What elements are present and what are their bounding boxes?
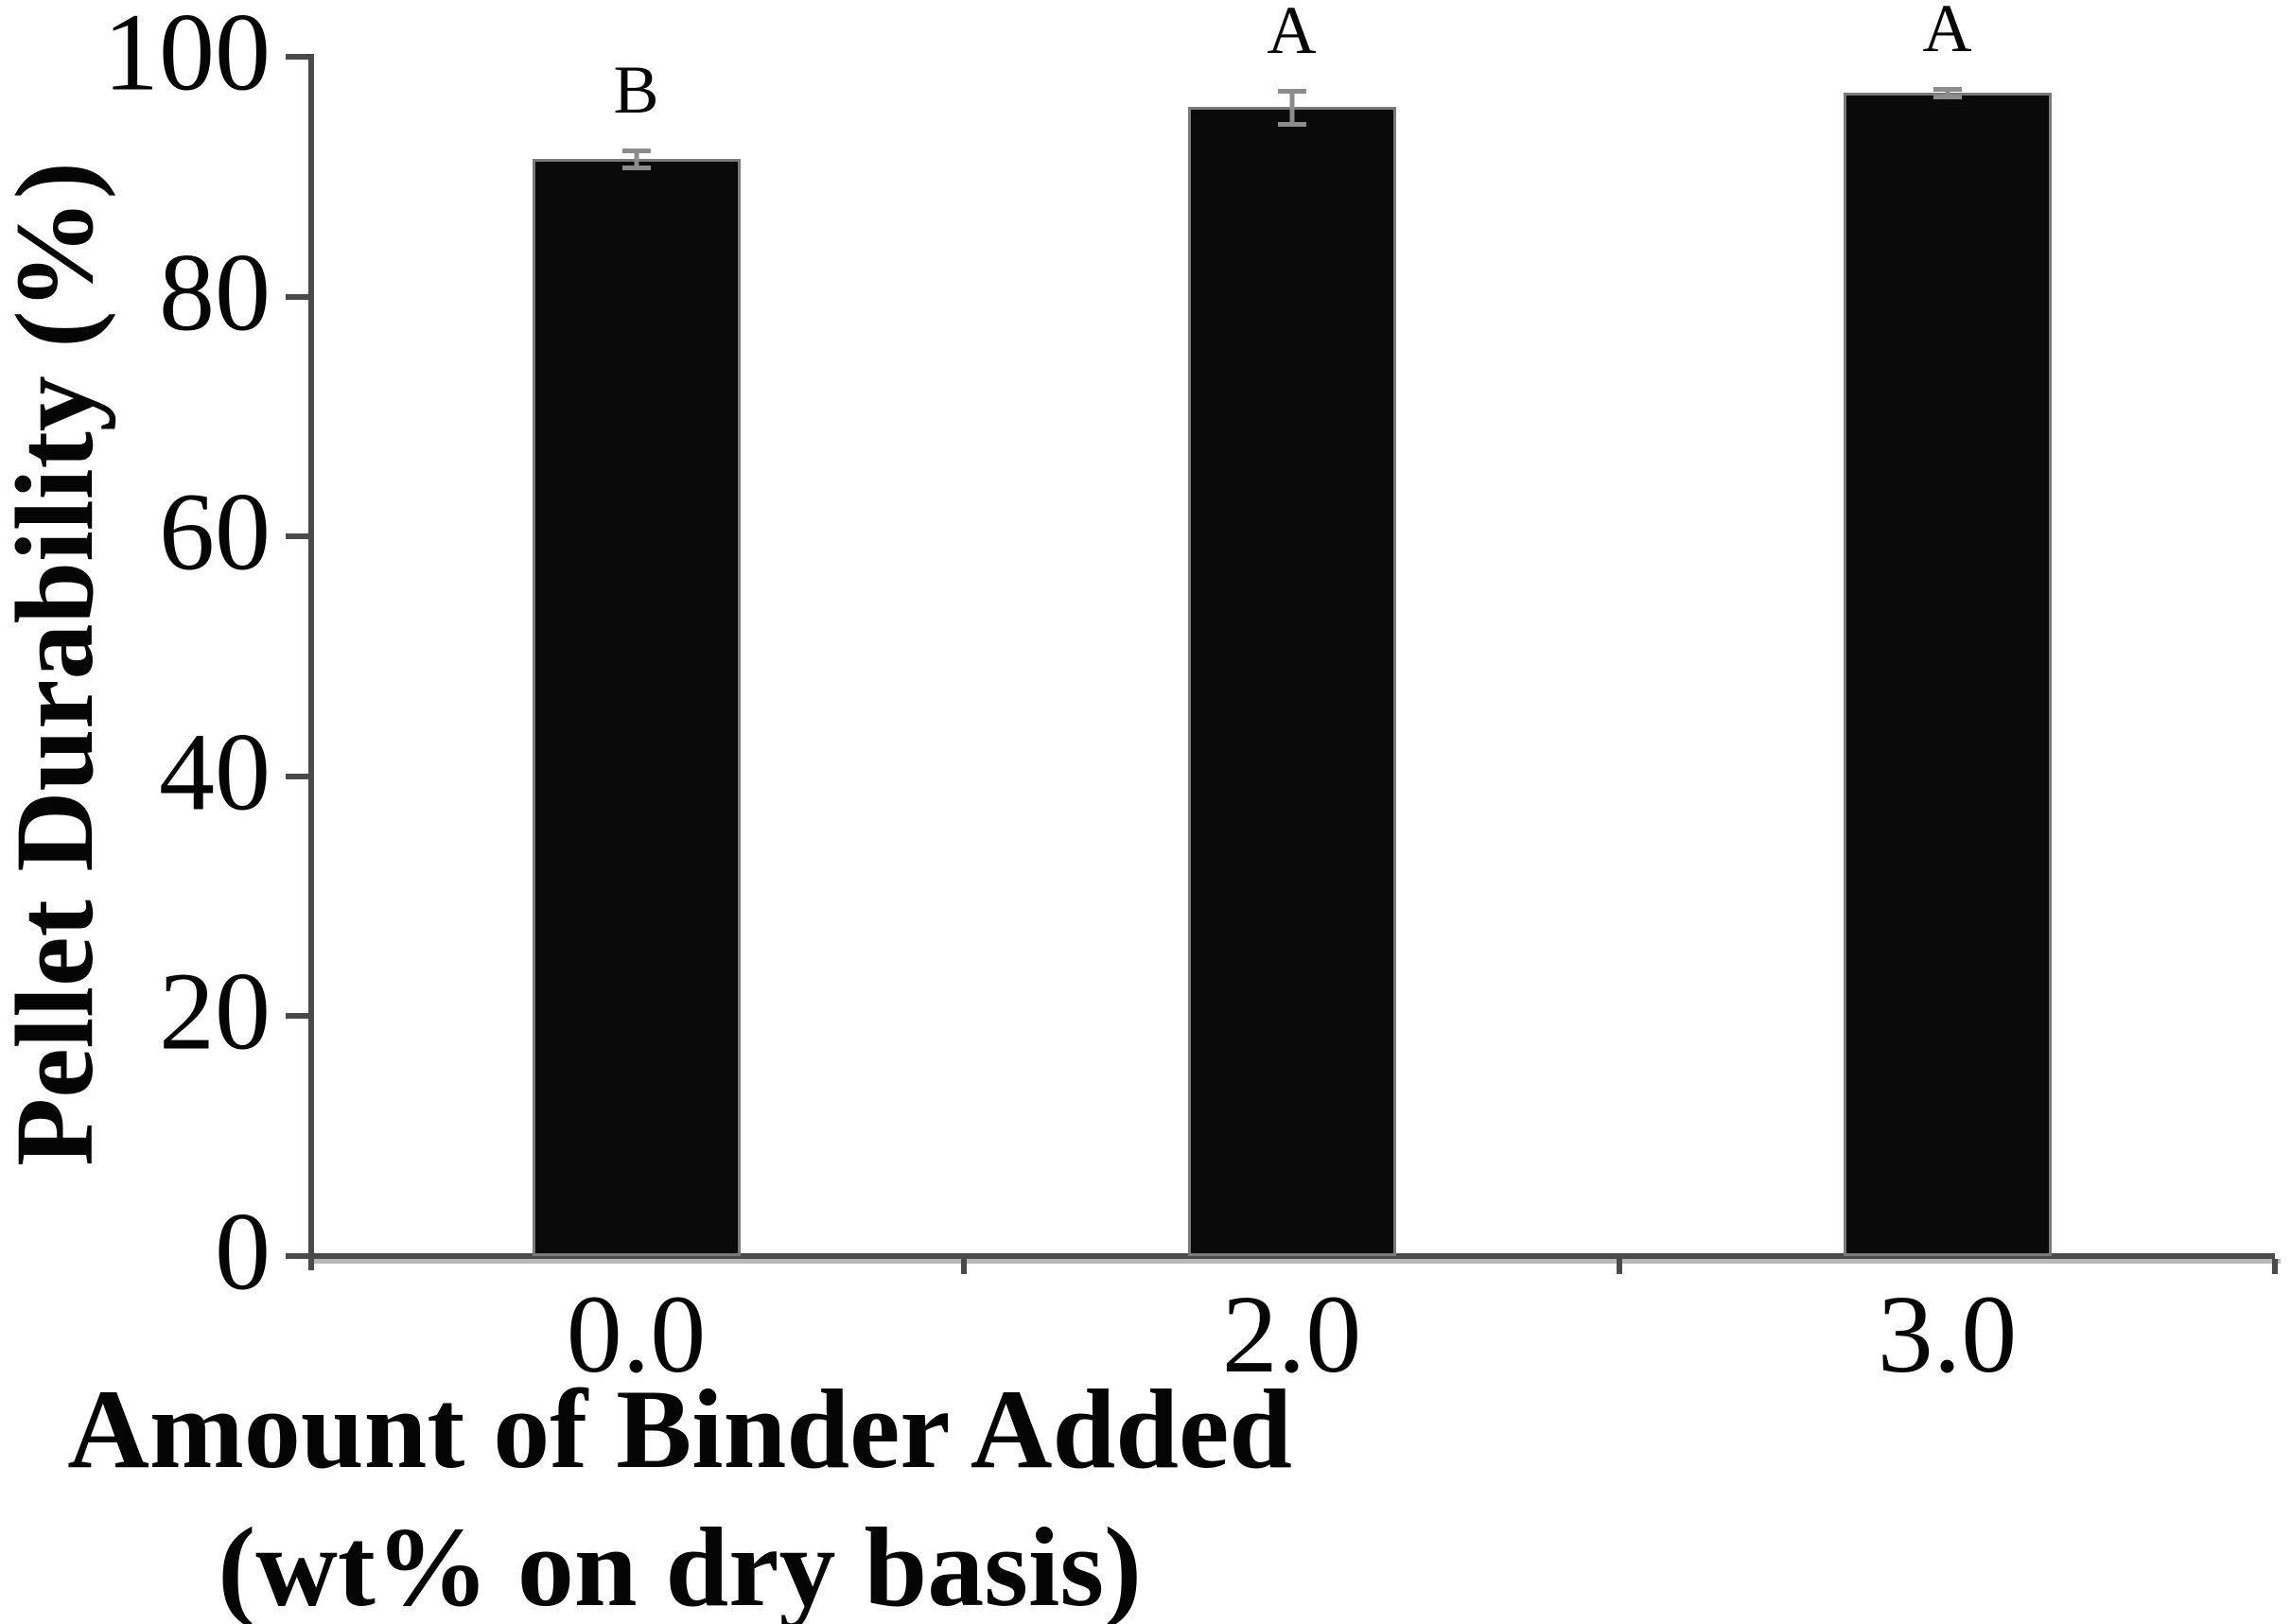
- y-tick-mark: [286, 54, 308, 60]
- significance-letter: A: [1267, 0, 1317, 68]
- x-category-label: 0.0: [566, 1272, 707, 1396]
- y-tick-mark: [286, 1253, 308, 1259]
- significance-letter: A: [1922, 0, 1972, 67]
- error-bar-cap: [1277, 122, 1306, 127]
- x-category-label: 2.0: [1221, 1272, 1362, 1396]
- y-tick-mark: [286, 533, 308, 540]
- y-tick-label: 20: [159, 949, 271, 1074]
- error-bar-cap: [621, 165, 651, 170]
- x-axis-title-line2: (wt% on dry basis): [218, 1504, 1142, 1624]
- error-bar-line: [1945, 89, 1950, 96]
- y-axis-line: [308, 54, 314, 1270]
- y-tick-label: 80: [159, 229, 271, 354]
- error-bar-cap: [1932, 94, 1962, 99]
- significance-letter: B: [613, 51, 659, 128]
- x-tick-mark: [1617, 1259, 1622, 1274]
- y-tick-label: 100: [103, 0, 271, 114]
- y-tick-label: 0: [215, 1189, 271, 1314]
- x-tick-mark: [961, 1259, 967, 1274]
- x-category-label: 3.0: [1877, 1272, 2018, 1396]
- y-tick-mark: [286, 773, 308, 779]
- bar-0.0: [532, 158, 741, 1256]
- y-tick-label: 60: [159, 469, 271, 594]
- y-tick-label: 40: [159, 709, 271, 834]
- x-axis-shadow-line: [314, 1259, 2281, 1264]
- error-bar-line: [1289, 90, 1294, 124]
- x-axis-line: [308, 1253, 2275, 1259]
- y-tick-mark: [286, 1013, 308, 1020]
- x-tick-mark: [2272, 1259, 2278, 1274]
- error-bar-cap: [1277, 88, 1306, 94]
- x-axis-title-line1: Amount of Binder Added: [67, 1366, 1292, 1492]
- bar-2.0: [1187, 107, 1396, 1256]
- error-bar-cap: [1932, 87, 1962, 93]
- bar-3.0: [1843, 93, 2052, 1256]
- error-bar-cap: [621, 148, 651, 153]
- y-tick-mark: [286, 293, 308, 300]
- error-bar-line: [634, 149, 638, 167]
